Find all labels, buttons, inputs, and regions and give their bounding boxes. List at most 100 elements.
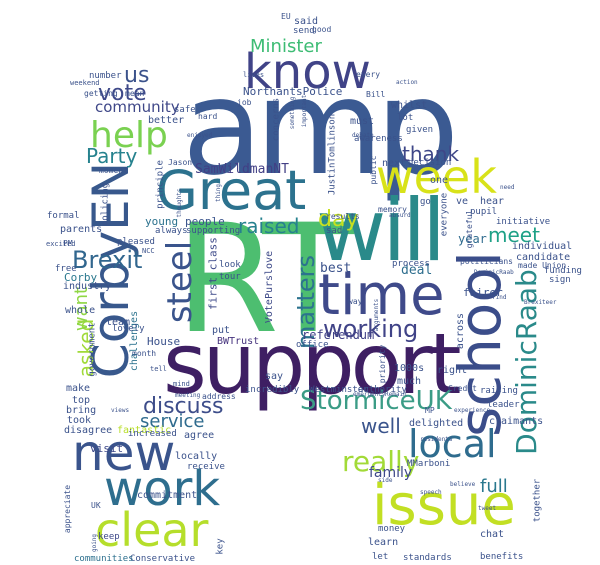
word: everyone — [439, 192, 450, 237]
word: mind — [173, 380, 190, 388]
word: new — [72, 424, 176, 482]
word: arguments — [373, 298, 380, 332]
word: funding — [544, 266, 582, 276]
word: one — [430, 175, 449, 186]
word: authority — [358, 385, 407, 395]
word: Westminster — [309, 385, 369, 395]
word: moment — [99, 166, 128, 175]
word: UK — [91, 501, 101, 510]
word: week — [376, 150, 497, 204]
word: priority — [378, 344, 387, 384]
word: SamWildmanNT — [195, 162, 289, 177]
word: steel — [160, 240, 200, 324]
word: PM — [63, 239, 73, 248]
word: community — [95, 98, 180, 116]
word: help — [90, 115, 168, 156]
word: took — [67, 415, 92, 426]
word: really — [342, 445, 420, 478]
word: supporting — [186, 226, 241, 236]
word: Conservative — [130, 554, 196, 564]
word: fantastic — [117, 425, 172, 436]
word: must — [350, 116, 375, 127]
word: lot — [397, 113, 414, 123]
word: MMarboni — [407, 459, 451, 469]
word: NCC — [142, 247, 155, 255]
word: industry — [63, 281, 112, 292]
word: EU — [281, 12, 291, 21]
word: something — [289, 96, 296, 130]
word: people — [185, 215, 225, 228]
word: us — [124, 63, 150, 88]
word: year — [458, 232, 487, 246]
word: thing — [215, 183, 222, 203]
word: incredibly — [245, 385, 300, 395]
word: number — [89, 71, 122, 81]
word: right — [437, 365, 468, 376]
word: principle — [155, 160, 166, 209]
word: learn — [368, 537, 399, 548]
word: whole — [65, 305, 96, 316]
word: team — [106, 317, 131, 328]
word: way — [348, 297, 363, 306]
word: politicians — [460, 257, 513, 266]
word: concerns — [271, 97, 282, 142]
word: working — [323, 315, 419, 343]
word: young — [145, 215, 179, 228]
word: job — [237, 98, 252, 107]
word: side — [378, 477, 393, 484]
word: results — [326, 212, 360, 221]
word: bring — [66, 405, 97, 416]
word: standards — [403, 553, 452, 563]
word: hear — [480, 196, 505, 207]
word: keep — [98, 532, 120, 542]
word: good — [312, 25, 332, 34]
word: ve — [456, 196, 469, 207]
word: top — [72, 395, 91, 406]
word: much — [397, 376, 422, 387]
word: speech — [420, 489, 442, 496]
word: key — [215, 538, 226, 555]
word: said — [294, 16, 319, 27]
word: BWTrust — [217, 336, 260, 347]
word: whilst — [391, 100, 428, 111]
word: fairer — [463, 286, 503, 299]
word: find — [492, 294, 507, 301]
word: amp — [182, 51, 459, 205]
word: meet — [488, 223, 540, 247]
word: tell — [150, 365, 167, 373]
word: put — [212, 325, 231, 336]
word: say — [265, 371, 284, 382]
word: visit — [90, 442, 124, 455]
word: Party — [86, 144, 138, 168]
word: debate — [352, 132, 374, 139]
word: Bill — [366, 90, 386, 99]
word: initiative — [496, 217, 551, 227]
word: Great — [156, 159, 307, 222]
word: leader — [487, 400, 520, 410]
word: clear — [95, 503, 209, 557]
word: public — [369, 155, 378, 185]
word: together — [532, 478, 543, 523]
word: office — [296, 340, 329, 350]
word: NorthantsPolice — [243, 85, 343, 98]
word: agree — [184, 430, 215, 441]
word: formal — [47, 211, 80, 221]
word: go — [420, 197, 431, 207]
word: discuss — [143, 394, 224, 419]
word: views — [111, 407, 130, 414]
word: pleased — [117, 237, 155, 247]
word: absurd — [389, 212, 411, 219]
word: disagree — [64, 425, 113, 436]
word: StormiceUK — [300, 386, 452, 416]
word: sign — [549, 275, 571, 285]
word: Jason — [168, 158, 193, 167]
word: challenges — [129, 310, 140, 372]
word: receive — [187, 462, 225, 472]
word: parents — [60, 224, 103, 235]
word: work — [104, 461, 221, 517]
word: VotePurslove — [264, 250, 275, 324]
word: look — [219, 260, 241, 270]
word: decision — [408, 158, 452, 168]
word: first class — [206, 237, 220, 310]
